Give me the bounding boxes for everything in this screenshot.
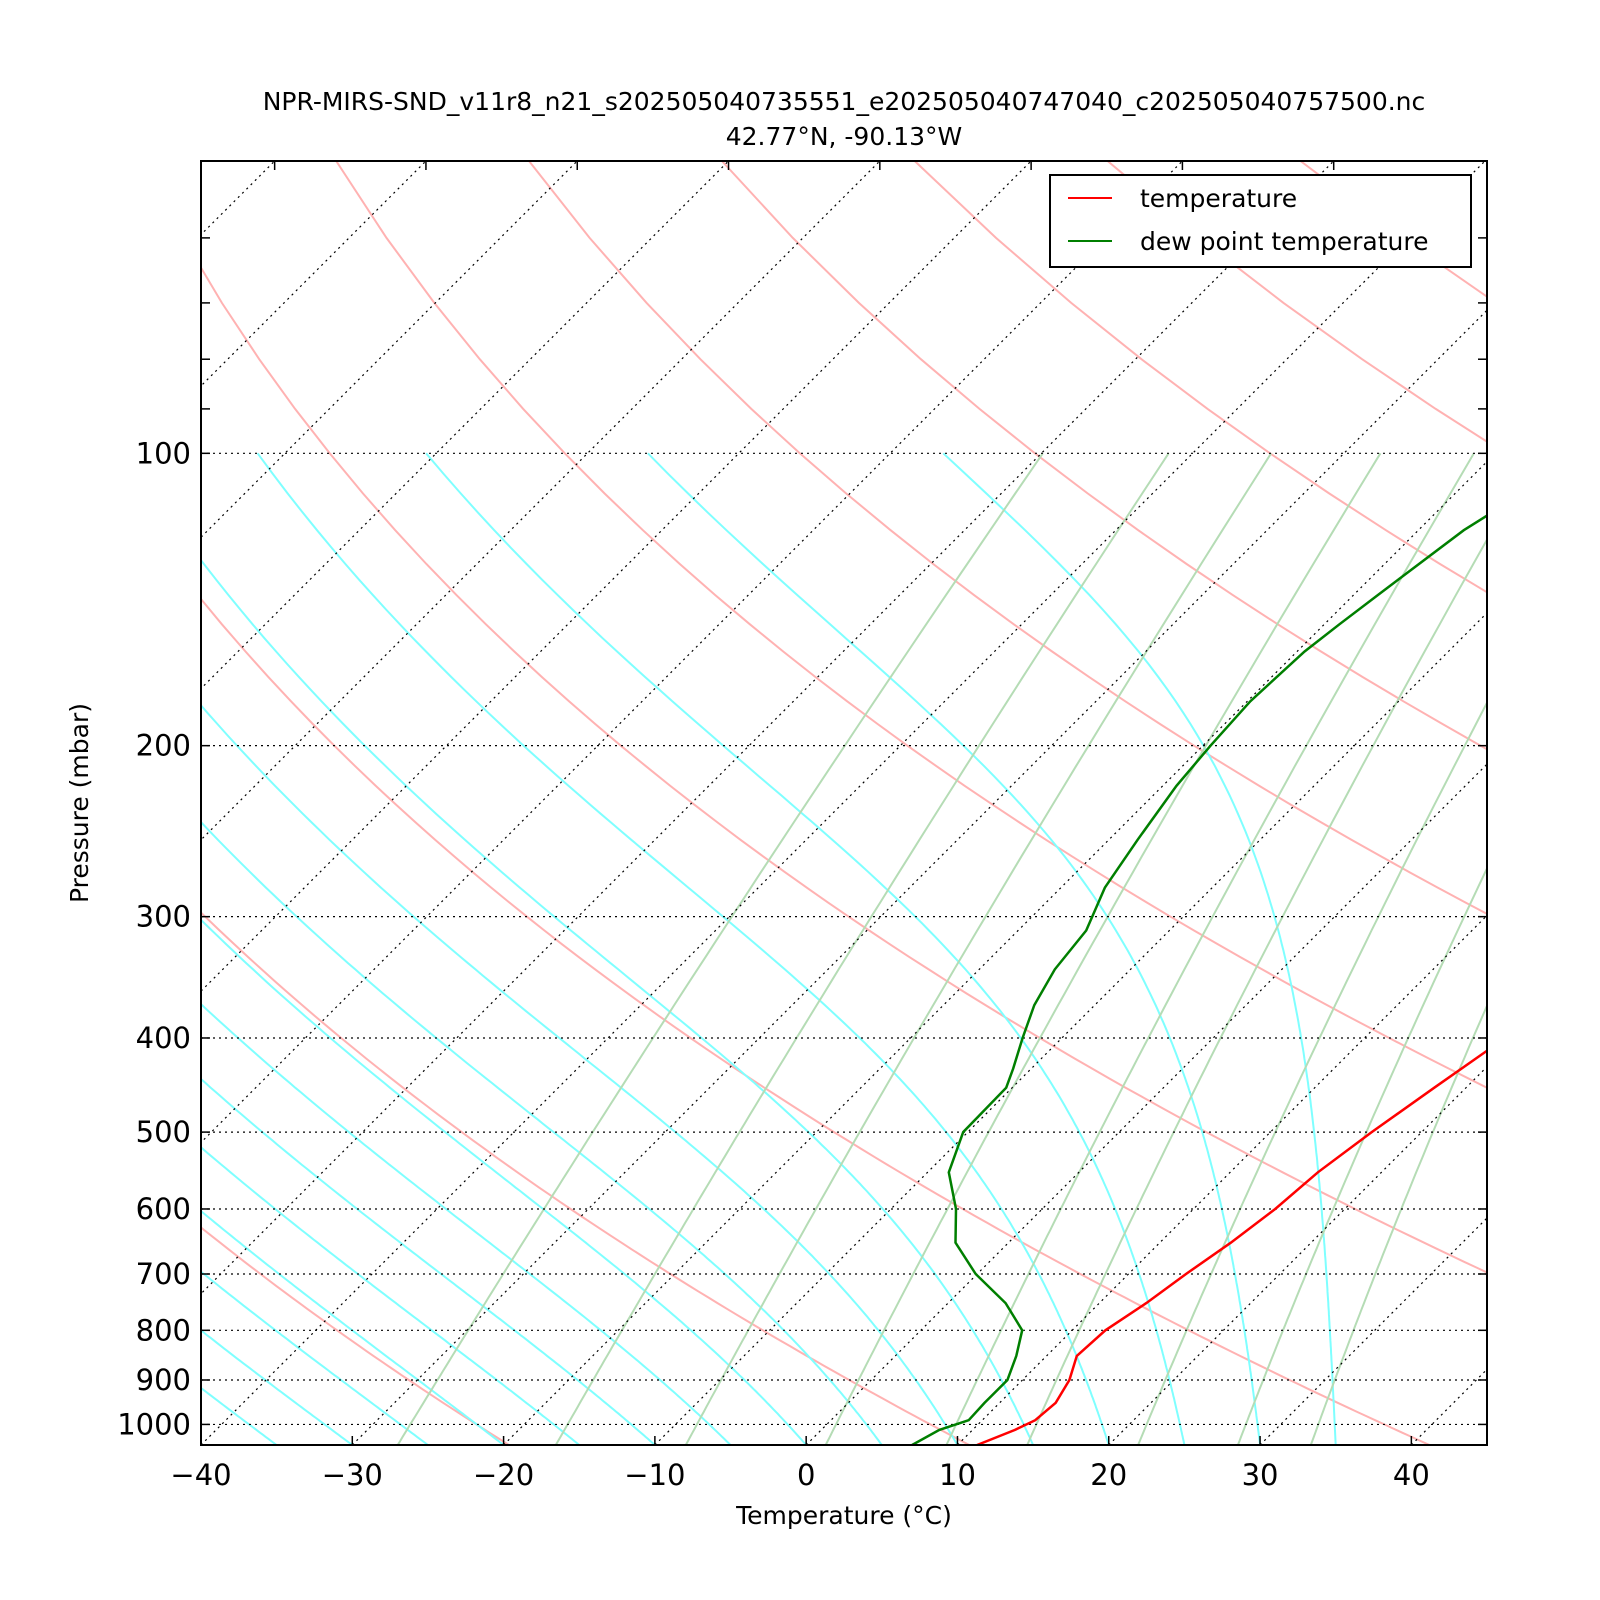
isotherm-gridline [351, 309, 1487, 1445]
dry-adiabat-line [201, 1226, 510, 1445]
dry-adiabat-line [201, 911, 970, 1445]
isotherm-gridline [1563, 161, 1600, 1445]
moist-adiabat-line [201, 820, 883, 1445]
mixing-ratio-line [1026, 537, 1487, 1445]
legend-box [1049, 174, 1472, 268]
isotherm-gridline [201, 161, 881, 841]
y-tick-label: 500 [136, 1115, 191, 1149]
y-tick-label: 600 [136, 1192, 191, 1226]
isotherm-gridline [0, 161, 123, 1445]
x-tick-label: 0 [797, 1458, 815, 1492]
y-tick-label: 900 [136, 1363, 191, 1397]
isotherm-gridline [503, 460, 1487, 1445]
y-tick-labels: 100 200 300 400 500 600 700 800 900 1000 [117, 436, 191, 1441]
y-tick-label: 800 [136, 1313, 191, 1347]
isotherm-gridline [201, 161, 729, 690]
moist-adiabat-line [647, 452, 1262, 1445]
isotherm-gridline [201, 161, 1335, 1295]
mixing-ratio-line [684, 452, 1272, 1445]
legend-label-dewpoint: dew point temperature [1140, 227, 1429, 256]
moist-adiabat-line [425, 452, 1186, 1445]
dry-adiabat-line [201, 597, 1430, 1445]
isotherm-gridline [654, 612, 1487, 1445]
moist-adiabat-line [201, 1270, 429, 1445]
isotherm-gridline [805, 763, 1487, 1445]
x-tick-label: 10 [939, 1458, 976, 1492]
temperature-line [976, 1049, 1487, 1445]
x-tick-label: −40 [170, 1458, 231, 1492]
x-tick-label: 20 [1090, 1458, 1127, 1492]
isobar-gridlines [201, 452, 1487, 1426]
dry-adiabat-line [1299, 161, 1487, 298]
y-tick-label: 700 [136, 1257, 191, 1291]
isotherm-gridline [1259, 1217, 1487, 1445]
x-tick-label: −30 [322, 1458, 383, 1492]
moist-adiabat-line [201, 1002, 732, 1445]
plot-frame [200, 160, 1488, 1446]
mixing-ratio-line [824, 452, 1382, 1445]
isotherm-gridline [201, 161, 427, 387]
dry-adiabat-line [914, 161, 1487, 594]
legend-label-temperature: temperature [1140, 184, 1297, 213]
isotherm-gridline [201, 161, 1486, 1445]
isotherm-gridline [201, 161, 1183, 1144]
x-axis-label: Temperature (°C) [735, 1501, 952, 1530]
x-tick-label: 30 [1242, 1458, 1279, 1492]
y-axis-label: Pressure (mbar) [65, 703, 94, 903]
moist-adiabat-line [201, 1329, 353, 1445]
y-tick-label: 1000 [117, 1407, 191, 1441]
moist-adiabat-line [201, 1146, 580, 1445]
mixing-ratio-line [1309, 1003, 1487, 1445]
mixing-ratio-line [396, 452, 1044, 1445]
dry-adiabat-line [721, 161, 1487, 751]
dry-adiabat-line [201, 265, 1487, 1274]
isotherm-gridline [201, 161, 578, 539]
axis-ticks [200, 160, 1487, 1445]
dry-adiabat-line [335, 161, 1487, 1089]
chart-subtitle: 42.77°N, -90.13°W [726, 122, 962, 151]
x-tick-label: −10 [624, 1458, 685, 1492]
isotherm-gridline [201, 161, 1032, 992]
y-tick-label: 100 [136, 436, 191, 470]
moist-adiabat-line [201, 1443, 202, 1445]
mixing-ratio-line [1137, 700, 1487, 1445]
dry-adiabat-line [528, 161, 1487, 916]
x-tick-labels: −40 −30 −20 −10 0 10 20 30 40 [170, 1458, 1429, 1492]
dry-adiabat-line [1106, 161, 1487, 443]
legend: temperature dew point temperature [1049, 174, 1472, 268]
moist-adiabat-line [0, 453, 125, 1445]
dewpoint-line [911, 514, 1487, 1445]
mixing-ratio-line [1236, 866, 1487, 1445]
y-tick-label: 200 [136, 729, 191, 763]
moist-adiabat-line [201, 1209, 505, 1445]
x-tick-label: 40 [1393, 1458, 1430, 1492]
data-series [911, 514, 1487, 1445]
isotherm-gridline [1410, 1368, 1487, 1445]
moist-adiabat-line [942, 452, 1337, 1445]
background-lines [0, 161, 1600, 1445]
moist-adiabat-line [201, 703, 959, 1445]
chart-title: NPR-MIRS-SND_v11r8_n21_s202505040735551_… [263, 87, 1426, 116]
y-tick-label: 400 [136, 1021, 191, 1055]
moist-adiabat-line [201, 918, 807, 1445]
mixing-ratio-line [554, 452, 1170, 1445]
moist-adiabat-line [201, 558, 1035, 1445]
y-tick-label: 300 [136, 900, 191, 934]
x-tick-label: −20 [473, 1458, 534, 1492]
moist-adiabat-line [256, 452, 1110, 1445]
mixing-ratio-line [945, 452, 1475, 1445]
